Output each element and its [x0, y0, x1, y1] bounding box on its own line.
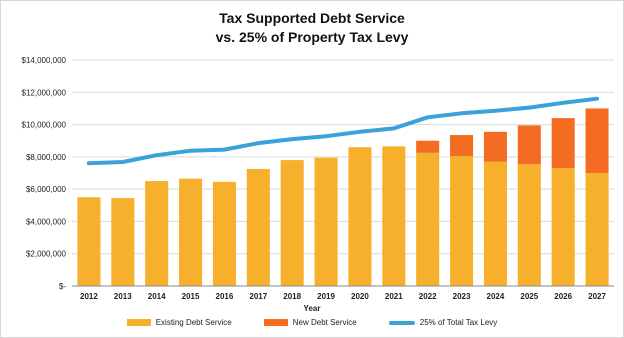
x-tick-label: 2027: [588, 292, 606, 301]
y-tick-label: $8,000,000: [26, 153, 67, 162]
x-tick-label: 2017: [249, 292, 267, 301]
bar-existing-debt: [585, 173, 609, 286]
chart-subtitle: vs. 25% of Property Tax Levy: [215, 29, 409, 45]
x-axis-ticks: 2012 2013 2014 2015 2016 2017 2018 2019 2020 2021…: [80, 292, 606, 301]
x-tick-label: 2018: [283, 292, 301, 301]
legend-item-existing: Existing Debt Service: [126, 318, 232, 327]
x-tick-label: 2022: [419, 292, 437, 301]
legend-swatch-new: [263, 319, 288, 326]
bar-new-debt: [585, 108, 609, 173]
bar-existing-debt: [450, 156, 474, 286]
bar-new-debt: [483, 131, 507, 162]
x-tick-label: 2019: [317, 292, 335, 301]
legend-label-existing: Existing Debt Service: [155, 318, 232, 327]
y-tick-label: $12,000,000: [22, 88, 67, 97]
x-tick-label: 2026: [554, 292, 572, 301]
legend-swatch-levy: [388, 320, 415, 325]
bar-existing-debt: [77, 197, 101, 286]
bar-existing-debt: [382, 146, 406, 286]
x-tick-label: 2012: [80, 292, 98, 301]
bar-new-debt: [517, 125, 541, 165]
bar-existing-debt: [179, 178, 203, 286]
bar-existing-debt: [246, 168, 270, 286]
y-tick-label: $6,000,000: [26, 185, 67, 194]
legend-label-new: New Debt Service: [292, 318, 357, 327]
x-axis-label: Year: [303, 304, 321, 313]
bar-existing-debt: [483, 161, 507, 286]
bar-existing-debt: [280, 160, 304, 286]
bar-existing-debt: [551, 168, 575, 286]
x-tick-label: 2021: [385, 292, 403, 301]
bar-existing-debt: [517, 164, 541, 286]
bar-new-debt: [551, 118, 575, 169]
x-tick-label: 2015: [182, 292, 200, 301]
y-tick-label: $10,000,000: [22, 121, 67, 130]
bar-existing-debt: [314, 157, 338, 286]
bar-existing-debt: [145, 181, 169, 286]
x-tick-label: 2013: [114, 292, 132, 301]
x-tick-label: 2014: [148, 292, 166, 301]
legend-item-new: New Debt Service: [263, 318, 357, 327]
bar-existing-debt: [111, 198, 135, 286]
x-tick-label: 2024: [487, 292, 505, 301]
y-tick-label: $4,000,000: [26, 217, 67, 226]
levy-series-line: [86, 96, 600, 166]
chart-title: Tax Supported Debt Service: [219, 10, 405, 26]
x-tick-label: 2016: [216, 292, 234, 301]
bar-new-debt: [450, 135, 474, 157]
chart-titles: Tax Supported Debt Service vs. 25% of Pr…: [0, 9, 624, 47]
legend-swatch-existing: [126, 319, 151, 326]
bars: [77, 108, 609, 286]
x-tick-label: 2025: [520, 292, 538, 301]
levy-line: [86, 96, 600, 166]
y-axis-ticks: $- $2,000,000 $4,000,000 $6,000,000 $8,000,0…: [22, 56, 67, 291]
x-tick-label: 2020: [351, 292, 369, 301]
legend-item-levy: 25% of Total Tax Levy: [388, 318, 498, 327]
y-tick-label: $-: [59, 282, 66, 291]
y-tick-label: $2,000,000: [26, 250, 67, 259]
bar-existing-debt: [416, 152, 440, 286]
legend: Existing Debt Service New Debt Service 2…: [0, 318, 624, 327]
bar-existing-debt: [348, 147, 372, 286]
legend-label-levy: 25% of Total Tax Levy: [419, 318, 498, 327]
bar-new-debt: [416, 140, 440, 153]
y-tick-label: $14,000,000: [22, 56, 67, 65]
bar-existing-debt: [212, 181, 236, 286]
x-tick-label: 2023: [453, 292, 471, 301]
